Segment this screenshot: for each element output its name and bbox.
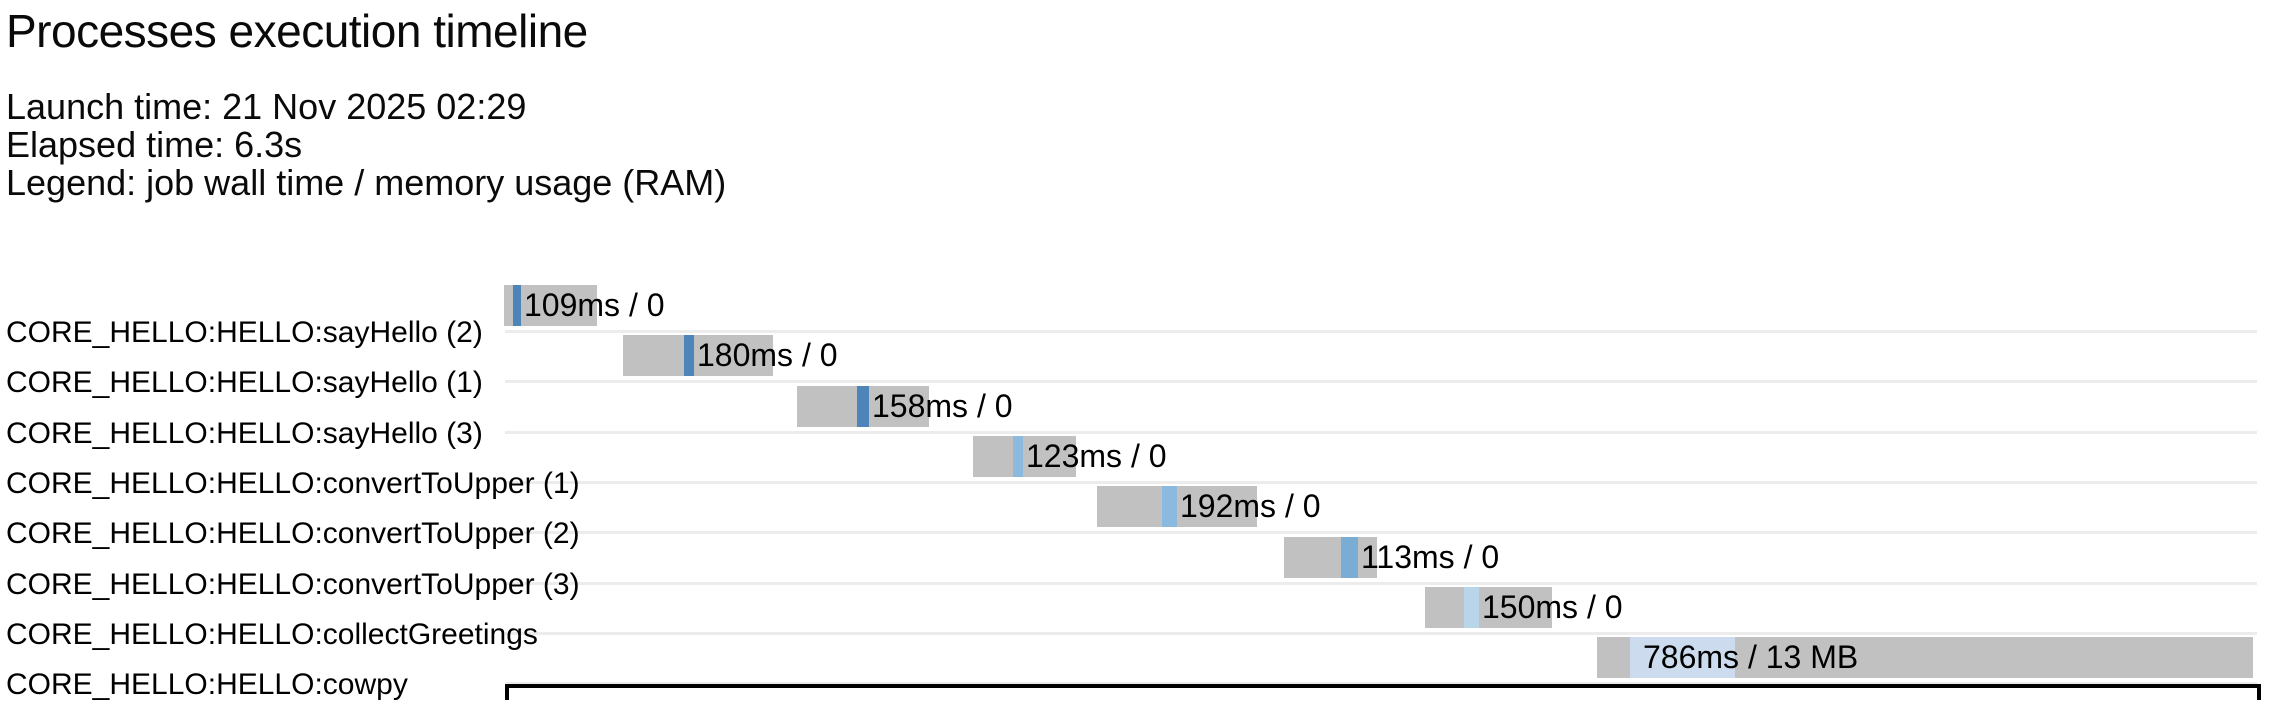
launch-time-text: Launch time: 21 Nov 2025 02:29 — [6, 86, 527, 127]
job-annotation: 109ms / 0 — [524, 287, 665, 323]
job-runtime-stripe — [1341, 537, 1358, 578]
legend-text: Legend: job wall time / memory usage (RA… — [6, 162, 727, 203]
job-runtime-stripe — [1464, 587, 1479, 628]
job-bar[interactable] — [1097, 486, 1257, 527]
job-bar[interactable] — [973, 436, 1076, 477]
process-label: CORE_HELLO:HELLO:sayHello (3) — [6, 417, 483, 450]
job-bar[interactable] — [797, 386, 929, 427]
job-runtime-stripe — [1630, 637, 1735, 678]
process-label: CORE_HELLO:HELLO:sayHello (1) — [6, 366, 483, 399]
job-annotation: 192ms / 0 — [1180, 488, 1321, 524]
job-bar[interactable] — [504, 285, 597, 326]
row-separator — [505, 682, 2257, 685]
process-label: CORE_HELLO:HELLO:convertToUpper (2) — [6, 517, 580, 550]
job-bar[interactable] — [1597, 637, 2253, 678]
row-separator — [505, 481, 2257, 484]
job-runtime-stripe — [1013, 436, 1023, 477]
job-bar[interactable] — [1284, 537, 1377, 578]
row-separator — [505, 531, 2257, 534]
job-annotation: 113ms / 0 — [1361, 539, 1500, 575]
job-annotation: 180ms / 0 — [697, 337, 838, 373]
job-runtime-stripe — [684, 335, 694, 376]
process-label: CORE_HELLO:HELLO:cowpy — [6, 668, 408, 701]
process-label: CORE_HELLO:HELLO:convertToUpper (1) — [6, 467, 580, 500]
row-separator — [505, 632, 2257, 635]
process-label: CORE_HELLO:HELLO:collectGreetings — [6, 618, 538, 651]
job-annotation: 786ms / 13 MB — [1643, 639, 1859, 675]
job-annotation: 150ms / 0 — [1482, 589, 1623, 625]
job-annotation: 158ms / 0 — [872, 388, 1013, 424]
process-label: CORE_HELLO:HELLO:convertToUpper (3) — [6, 568, 580, 601]
job-bar[interactable] — [623, 335, 773, 376]
job-bar[interactable] — [1425, 587, 1552, 628]
job-runtime-stripe — [513, 285, 521, 326]
job-runtime-stripe — [1162, 486, 1177, 527]
job-annotation: 123ms / 0 — [1026, 438, 1167, 474]
process-label: CORE_HELLO:HELLO:sayHello (2) — [6, 316, 483, 349]
row-separator — [505, 330, 2257, 333]
row-separator — [505, 431, 2257, 434]
row-separator — [505, 380, 2257, 383]
row-separator — [505, 582, 2257, 585]
run-meta: Launch time: 21 Nov 2025 02:29 Elapsed t… — [6, 88, 726, 202]
job-runtime-stripe — [857, 386, 869, 427]
elapsed-time-text: Elapsed time: 6.3s — [6, 124, 303, 165]
time-axis — [505, 684, 2261, 700]
page-title: Processes execution timeline — [6, 5, 588, 57]
